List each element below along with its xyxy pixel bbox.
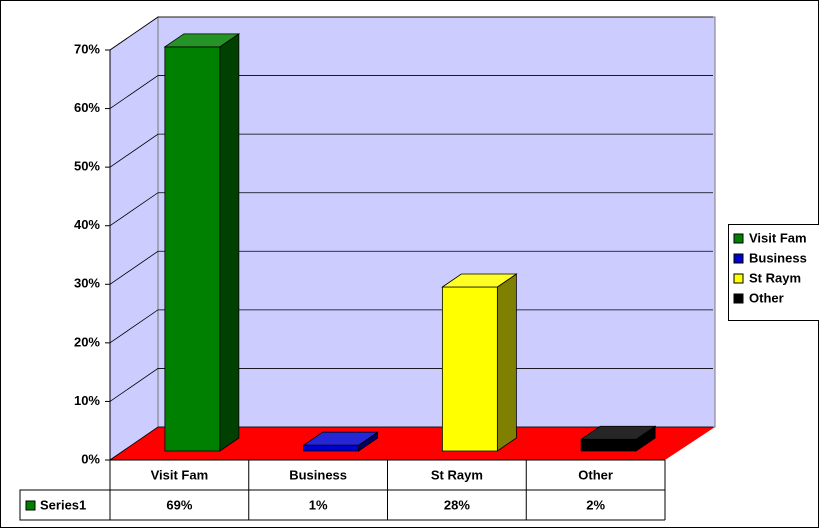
data-table: 0% 10% 20% 30% 40% 50% 60% 70% Visit Fam 69% Busin… [19, 41, 666, 521]
grid-line [109, 368, 713, 402]
value-label: 1% [309, 497, 328, 512]
bar-front [303, 444, 360, 452]
category-label: Visit Fam [151, 467, 209, 482]
legend-label: St Raym [749, 270, 801, 285]
bar-front [580, 438, 637, 452]
bar-top [441, 273, 518, 288]
bar-top [579, 425, 657, 440]
bar-front [164, 46, 221, 452]
legend-label: Other [749, 290, 784, 305]
grid-line [109, 75, 713, 109]
legend-key [733, 233, 744, 244]
legend-box [728, 224, 819, 321]
back-wall [157, 16, 716, 428]
bar [441, 273, 518, 452]
y-tick-label: 40% [74, 217, 100, 232]
grid-line [109, 192, 713, 227]
y-tick-label: 60% [74, 100, 100, 115]
bars [163, 33, 657, 452]
bar-top [302, 431, 379, 446]
category-label: Other [578, 467, 613, 482]
legend-key [733, 293, 744, 304]
bar [579, 425, 657, 452]
bar [163, 33, 241, 452]
grid-line [109, 250, 713, 285]
bar-side [219, 33, 240, 452]
legend: Visit Fam Business St Raym Other [728, 224, 819, 321]
legend-key [733, 273, 744, 284]
bar-top [163, 33, 241, 48]
grid-line [109, 16, 713, 51]
series-name: Series1 [40, 497, 86, 512]
y-tick-label: 70% [74, 41, 100, 56]
floor [110, 427, 715, 460]
y-tick-label: 10% [74, 393, 100, 408]
category-label: Business [289, 467, 347, 482]
legend-label: Visit Fam [749, 230, 807, 245]
legend-key [733, 253, 744, 264]
category-label: St Raym [431, 467, 483, 482]
table-border [19, 460, 665, 521]
bar-side [496, 273, 517, 452]
bar-front [441, 286, 498, 452]
grid-line [109, 133, 713, 168]
value-label: 28% [444, 497, 470, 512]
grid-line [109, 309, 713, 344]
legend-label: Business [749, 250, 807, 265]
grid-line [109, 426, 713, 461]
value-label: 69% [166, 497, 192, 512]
y-tick-label: 30% [74, 276, 100, 291]
series-key [25, 500, 36, 511]
y-tick-label: 20% [74, 334, 100, 349]
grid [105, 16, 713, 461]
value-label: 2% [586, 497, 605, 512]
side-wall [109, 16, 159, 461]
bar [302, 431, 379, 452]
y-tick-label: 50% [74, 159, 100, 174]
y-tick-label: 0% [81, 451, 100, 466]
